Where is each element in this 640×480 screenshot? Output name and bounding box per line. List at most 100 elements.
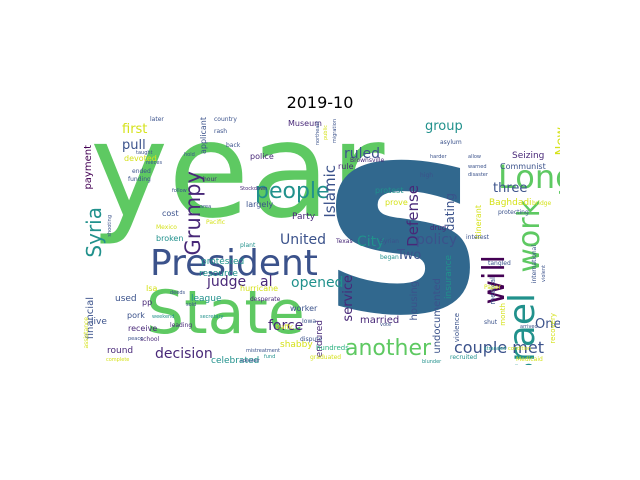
word: Pacific <box>206 219 226 226</box>
word: s <box>322 115 483 365</box>
word: recruited <box>450 354 478 361</box>
word: speaker <box>240 358 260 364</box>
word: disaster <box>468 172 488 178</box>
word: police <box>250 152 274 161</box>
word: One <box>535 317 560 332</box>
word: violence <box>453 313 461 343</box>
word: mistreatment <box>246 348 280 354</box>
word: pull <box>122 138 146 153</box>
word: State <box>146 278 305 348</box>
word: protested <box>201 257 245 267</box>
word: stranded <box>484 346 507 352</box>
word: Two <box>397 248 422 263</box>
word: insurance <box>444 255 454 300</box>
word: used <box>115 294 137 304</box>
word: high <box>420 172 434 179</box>
word: Grumpy <box>181 171 205 256</box>
word: year <box>90 115 385 248</box>
word: public <box>323 125 329 141</box>
word: complete <box>106 357 130 363</box>
word: applicant <box>199 117 208 155</box>
word: month <box>499 303 507 326</box>
word: Texas <box>336 238 353 245</box>
word: celebrated <box>211 356 260 366</box>
word: later <box>150 116 164 123</box>
word: blunder <box>422 359 442 365</box>
word: plant <box>240 242 256 249</box>
word: Syria <box>82 207 106 258</box>
word: undocumented <box>432 278 443 354</box>
word: President <box>150 243 318 284</box>
word: follow <box>172 188 187 194</box>
word: service <box>341 275 356 322</box>
word: pork <box>127 311 145 320</box>
word: hour <box>203 176 217 183</box>
word: first <box>122 122 148 137</box>
word: rule <box>338 162 354 171</box>
word: funding <box>128 176 151 183</box>
word: Long <box>498 158 560 196</box>
word: prove <box>385 198 408 207</box>
word: receive <box>128 324 158 333</box>
word: Baghdadi <box>489 198 532 208</box>
word: devoted <box>124 154 157 163</box>
word: ended <box>132 168 151 175</box>
word: allow <box>468 154 481 160</box>
word: Brownsville <box>350 157 385 164</box>
word: United <box>280 232 326 248</box>
word: married <box>360 315 400 326</box>
word: hold <box>184 152 195 158</box>
word: group <box>425 119 463 134</box>
word: migration <box>332 119 338 144</box>
word: protest <box>375 186 404 195</box>
word: Museum <box>288 119 322 128</box>
word: harder <box>430 154 447 160</box>
word: fund <box>264 354 276 360</box>
word: couple met <box>454 338 544 357</box>
word: country <box>214 116 237 123</box>
word: Iowa <box>302 318 317 325</box>
word: Mexico <box>156 224 177 231</box>
word: New <box>554 127 560 156</box>
word: hundreds <box>316 344 349 352</box>
word: broken <box>156 234 184 243</box>
word: assistance <box>83 317 90 349</box>
word: decision <box>155 346 213 362</box>
word: back <box>226 142 241 149</box>
word: hurricane <box>240 284 279 293</box>
word: housing <box>409 281 420 321</box>
word: people <box>255 179 330 204</box>
word: round <box>107 346 134 356</box>
word: warned <box>468 164 487 170</box>
word: shabby <box>280 340 313 350</box>
word: weekend <box>152 314 175 320</box>
word: another <box>345 336 432 361</box>
word: taught <box>136 150 153 156</box>
word: area <box>200 204 212 210</box>
word: bridge <box>532 200 552 207</box>
word: desperate <box>250 296 281 303</box>
word: al <box>260 274 273 290</box>
word: international <box>531 245 538 284</box>
word: pp <box>142 298 153 307</box>
word: protecting <box>498 209 529 216</box>
word: condition <box>508 346 532 352</box>
word: rash <box>214 128 228 135</box>
word: Seizing <box>512 151 545 161</box>
word: interest <box>466 234 490 241</box>
word: ruled <box>344 146 381 162</box>
word: cost <box>162 209 179 218</box>
word: judge <box>207 274 247 290</box>
word: violent <box>541 265 547 283</box>
word-cloud: year s State President Israel Long work … <box>80 115 560 365</box>
word: tangled <box>488 260 511 267</box>
word: opened <box>291 275 344 291</box>
word: league <box>191 294 222 304</box>
word: Medicaid <box>516 356 543 363</box>
word: largely <box>246 200 274 209</box>
word: began <box>380 254 399 261</box>
word: nieces <box>146 160 163 166</box>
word: shut <box>484 319 498 326</box>
word: Islamic <box>321 165 339 218</box>
word: secretary <box>200 314 224 320</box>
